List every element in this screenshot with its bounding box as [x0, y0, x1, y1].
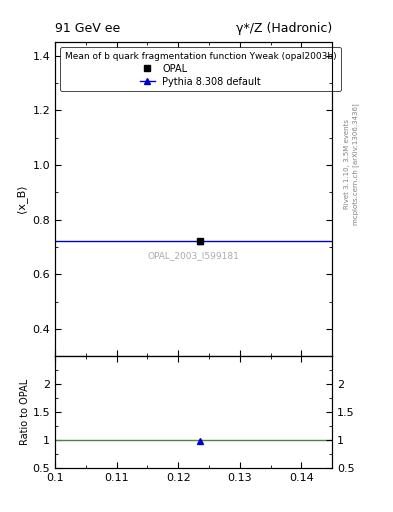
Y-axis label: Ratio to OPAL: Ratio to OPAL: [20, 379, 30, 445]
Text: γ*/Z (Hadronic): γ*/Z (Hadronic): [236, 22, 332, 35]
Y-axis label: ⟨x_B⟩: ⟨x_B⟩: [16, 185, 27, 214]
Text: 91 GeV ee: 91 GeV ee: [55, 22, 120, 35]
Text: OPAL_2003_I599181: OPAL_2003_I599181: [148, 251, 239, 260]
Text: mcplots.cern.ch [arXiv:1306.3436]: mcplots.cern.ch [arXiv:1306.3436]: [352, 103, 359, 225]
Legend: OPAL, Pythia 8.308 default: OPAL, Pythia 8.308 default: [60, 47, 341, 92]
Text: Rivet 3.1.10, 3.5M events: Rivet 3.1.10, 3.5M events: [344, 119, 350, 209]
